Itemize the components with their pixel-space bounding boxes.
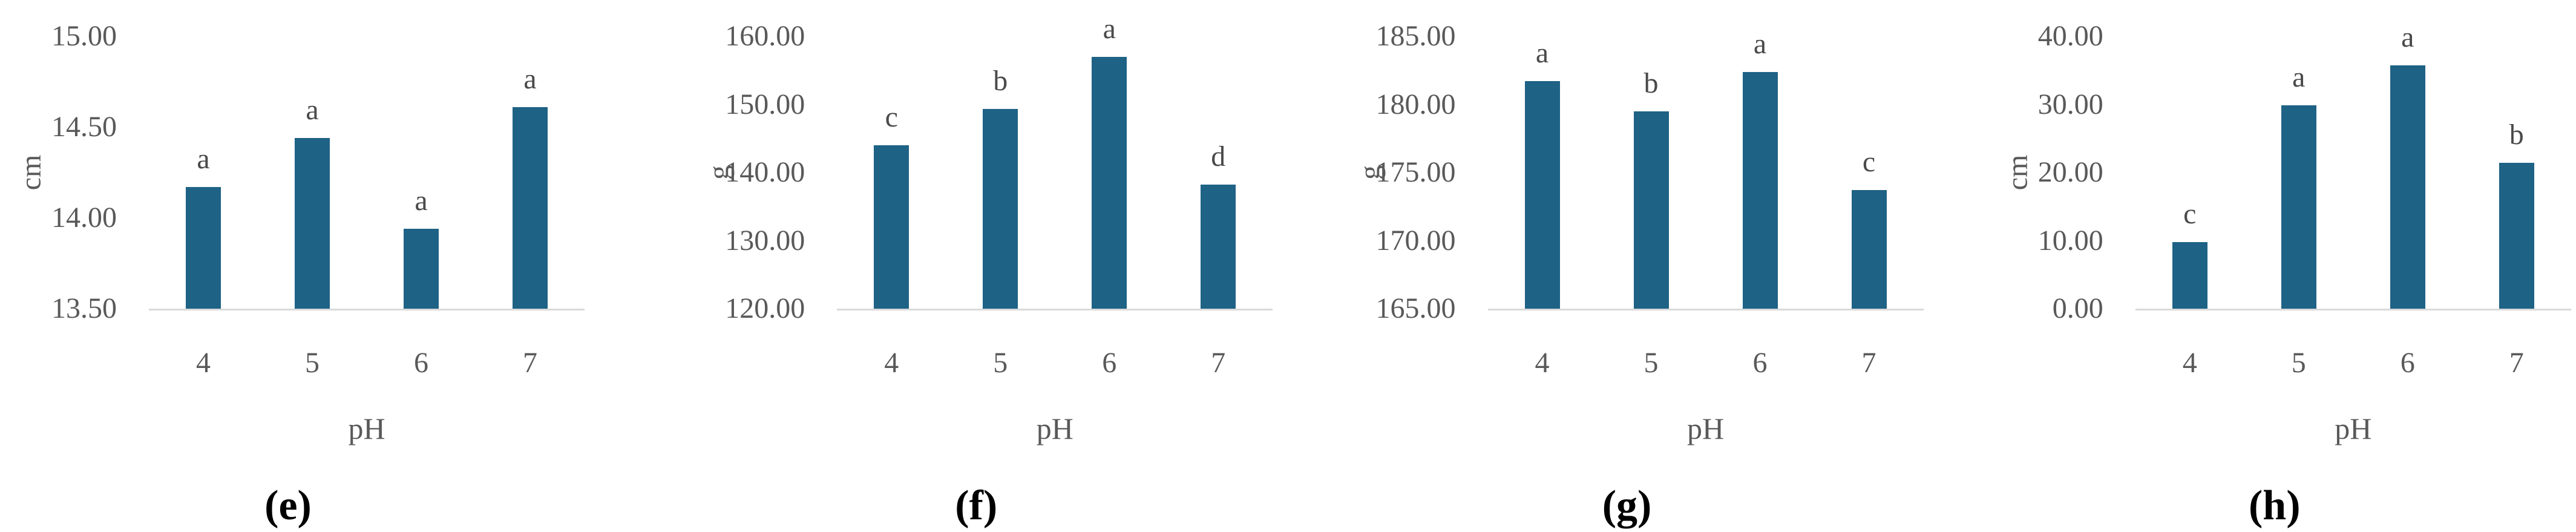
bar-ph7 — [1201, 185, 1236, 309]
y-axis-tick-label: 185.00 — [1375, 20, 1456, 52]
y-axis-tick-label: 175.00 — [1375, 156, 1456, 188]
bar-significance-label: a — [2401, 21, 2414, 54]
x-axis-line — [837, 309, 1273, 310]
y-axis-tick-label: 170.00 — [1375, 224, 1456, 257]
y-axis-tick-label: 130.00 — [725, 224, 805, 257]
bar-ph5 — [295, 138, 330, 309]
x-axis-title: pH — [1036, 412, 1073, 445]
x-axis-tick-label: 6 — [1752, 347, 1768, 379]
bar-ph7 — [2499, 163, 2534, 309]
bar-ph6 — [404, 229, 439, 309]
x-axis-title: pH — [2335, 412, 2372, 445]
bar-ph6 — [1092, 56, 1127, 309]
bar-significance-label: b — [2509, 119, 2524, 151]
y-axis-tick-label: 140.00 — [725, 156, 805, 188]
y-axis-tick-label: 13.50 — [51, 292, 117, 324]
bar-significance-label: a — [415, 185, 428, 217]
y-axis-tick-label: 120.00 — [725, 292, 805, 324]
x-axis-line — [149, 309, 585, 310]
bar-ph4 — [874, 145, 909, 309]
y-axis-tick-label: 14.00 — [51, 202, 117, 234]
y-axis-tick-label: 15.00 — [51, 20, 117, 52]
x-axis-tick-label: 4 — [1535, 347, 1550, 379]
x-axis-tick-label: 6 — [2400, 347, 2415, 379]
x-axis-tick-label: 7 — [2509, 347, 2524, 379]
bar-ph7 — [1851, 190, 1887, 309]
bar-ph6 — [1742, 71, 1778, 309]
x-axis-line — [2135, 309, 2571, 310]
x-axis-tick-label: 4 — [2182, 347, 2197, 379]
panel-caption: (e) — [264, 482, 312, 529]
chart-panel-g: g 185.00 180.00 175.00 170.00 165.00 a 4 b 5 a 6 c 7 p… — [1288, 0, 1932, 532]
x-axis-tick-label: 5 — [993, 347, 1008, 379]
bar-significance-label: a — [2292, 61, 2306, 93]
panel-caption: (h) — [2248, 482, 2301, 529]
y-axis-tick-label: 0.00 — [2052, 292, 2103, 324]
x-axis-tick-label: 5 — [2291, 347, 2306, 379]
x-axis-tick-label: 6 — [1102, 347, 1117, 379]
bar-significance-label: c — [2183, 197, 2197, 230]
x-axis-title: pH — [348, 412, 385, 445]
bar-ph5 — [2281, 105, 2316, 309]
bar-ph4 — [2172, 241, 2207, 309]
bar-significance-label: a — [1753, 27, 1767, 60]
y-axis-tick-label: 30.00 — [2037, 88, 2103, 120]
bar-significance-label: a — [1535, 37, 1549, 70]
bar-significance-label: c — [1862, 146, 1876, 179]
bar-ph4 — [186, 187, 221, 309]
y-axis-tick-label: 180.00 — [1375, 88, 1456, 120]
y-axis-tick-label: 160.00 — [725, 20, 805, 52]
y-axis-title: cm — [15, 154, 47, 191]
panel-caption: (f) — [955, 482, 998, 529]
bar-significance-label: a — [306, 94, 319, 126]
chart-panel-h: cm 40.00 30.00 20.00 10.00 0.00 c 4 a 5 a 6 b 7 pH (h) — [1932, 0, 2576, 532]
y-axis-tick-label: 20.00 — [2037, 156, 2103, 188]
bar-ph4 — [1524, 81, 1560, 309]
y-axis-tick-label: 14.50 — [51, 111, 117, 143]
x-axis-tick-label: 7 — [1211, 347, 1226, 379]
chart-panel-e: cm 15.00 14.50 14.00 13.50 a 4 a 5 a 6 a 7 pH (e) — [0, 0, 644, 532]
bar-significance-label: b — [993, 65, 1008, 97]
panel-caption: (g) — [1602, 482, 1652, 529]
bar-significance-label: a — [197, 143, 210, 175]
x-axis-line — [1487, 309, 1924, 310]
bar-ph5 — [1633, 111, 1669, 309]
bar-significance-label: b — [1644, 67, 1659, 99]
x-axis-title: pH — [1686, 412, 1725, 445]
x-axis-tick-label: 5 — [305, 347, 320, 379]
bar-ph5 — [983, 109, 1018, 309]
bar-significance-label: a — [1103, 12, 1116, 45]
x-axis-tick-label: 4 — [884, 347, 899, 379]
y-axis-tick-label: 165.00 — [1375, 292, 1456, 324]
x-axis-tick-label: 7 — [523, 347, 537, 379]
x-axis-tick-label: 7 — [1861, 347, 1876, 379]
x-axis-tick-label: 4 — [196, 347, 211, 379]
bar-significance-label: a — [523, 63, 537, 95]
y-axis-tick-label: 10.00 — [2037, 224, 2103, 257]
bar-significance-label: c — [885, 101, 898, 133]
bar-ph6 — [2390, 65, 2425, 309]
y-axis-tick-label: 150.00 — [725, 88, 805, 120]
chart-panel-f: g 160.00 150.00 140.00 130.00 120.00 c 4 b 5 a 6 d 7 p… — [644, 0, 1288, 532]
y-axis-tick-label: 40.00 — [2037, 20, 2103, 52]
bar-ph7 — [513, 107, 548, 309]
x-axis-tick-label: 6 — [414, 347, 428, 379]
bar-significance-label: d — [1211, 140, 1226, 173]
x-axis-tick-label: 5 — [1644, 347, 1659, 379]
